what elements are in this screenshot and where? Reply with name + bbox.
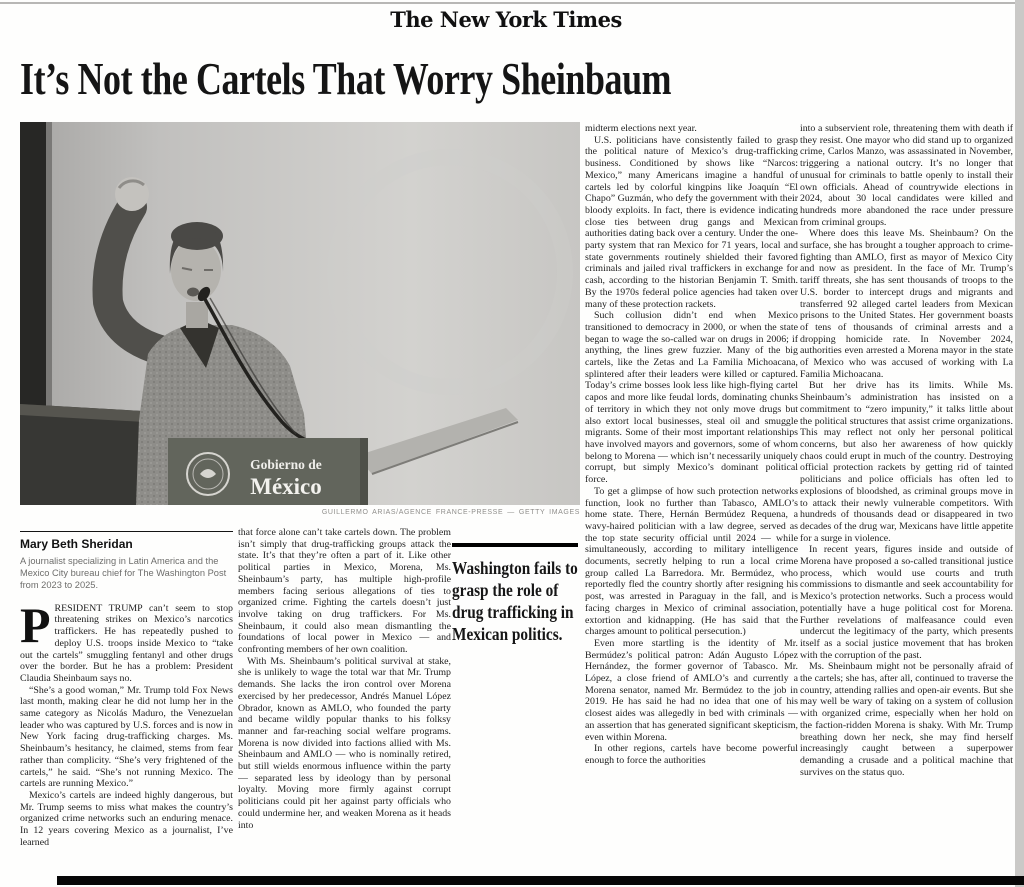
podium-sign-edge [360,438,368,505]
article-paragraph: midterm elections next year. [585,123,697,134]
podium-seal-eagle [200,469,216,478]
lectern-top-board [356,408,518,474]
article-paragraph: Even more startling is the identity of M… [585,637,798,743]
monitor-top-edge [20,404,162,423]
article-paragraph: “She’s a good woman,” Mr. Trump told Fox… [20,684,233,790]
article-paragraph: Ms. Sheinbaum might not be personally af… [800,661,1013,778]
speaker-hairline [169,224,224,274]
article-paragraph: With Ms. Sheinbaum’s political survival … [238,655,451,831]
lead-photo-illustration: Gobierno de México [20,122,580,505]
masthead-logo: The New York Times [390,7,622,32]
podium-sign-line2: México [250,474,322,499]
speaker-head [171,239,221,301]
paragraph-text: RESIDENT TRUMP can’t seem to stop threat… [20,602,233,684]
article-paragraph: U.S. politicians have consistently faile… [585,134,798,310]
byline-author: Mary Beth Sheridan [20,537,133,551]
second-microphone [209,297,297,435]
scan-bottom-bar [57,876,1024,885]
raised-fist [115,177,149,211]
article-paragraph: But her drive has its limits. While Ms. … [800,380,1013,544]
wall-emblem [327,149,573,395]
lectern-edge [371,421,519,475]
article-paragraph: In other regions, cartels have become po… [585,743,798,766]
drop-cap: P [20,596,51,653]
article-paragraph: Such collusion didn’t end when Mexico tr… [585,310,798,486]
pull-quote: Washington fails to grasp the role of dr… [452,558,578,644]
article-column-4: into a subservient role, threatening the… [800,123,1013,877]
article-column-3: midterm elections next year. U.S. politi… [585,123,798,877]
teleprompter-monitor [20,404,172,505]
stage-panel-edge [46,122,52,505]
raised-arm [92,192,175,365]
photo-credit: GUILLERMO ARIAS/AGENCE FRANCE-PRESSE — G… [321,509,580,516]
pull-quote-rule [452,543,578,547]
speaker-neck [186,302,208,328]
pull-quote-block: Washington fails to grasp the role of dr… [452,543,580,645]
scan-top-rule [0,2,1024,4]
article-paragraph: In recent years, figures inside and outs… [800,544,1013,661]
article-paragraph: Mexico’s cartels are indeed highly dange… [20,789,233,848]
scan-right-edge [1015,0,1024,887]
article-paragraph: To get a glimpse of how such protection … [585,485,798,638]
fist-shading [117,179,145,189]
jacket-collar [180,319,219,368]
headline: It’s Not the Cartels That Worry Sheinbau… [20,53,672,104]
article-paragraph: Where does this leave Ms. Sheinbaum? On … [800,228,1013,380]
article-paragraph: P RESIDENT TRUMP can’t seem to stop threa… [20,596,233,685]
podium-sign-line1: Gobierno de [250,457,322,472]
podium-seal [186,452,230,496]
speaker-mouth [187,287,199,297]
lead-photo: Gobierno de México [20,122,580,505]
speaker-eyes [181,267,213,271]
article-column-1: Mary Beth Sheridan A journalist speciali… [20,531,233,879]
byline-rule [20,531,233,532]
article-paragraph: that force alone can’t take cartels down… [238,527,451,656]
article-column-2: that force alone can’t take cartels down… [238,527,451,880]
article-paragraph: into a subservient role, threatening the… [800,123,1013,228]
podium-seal-inner [192,458,224,490]
byline-bio: A journalist specializing in Latin Ameri… [20,555,227,590]
